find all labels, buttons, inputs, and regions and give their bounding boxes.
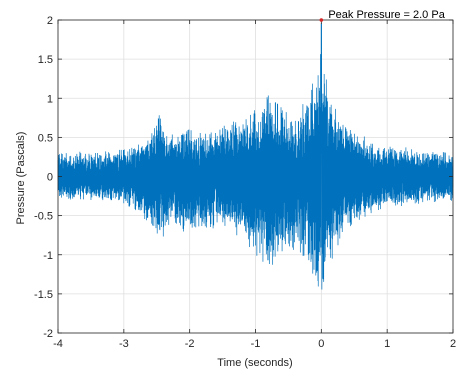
y-tick-label: 0.5	[38, 132, 53, 144]
y-tick-label: -1.5	[34, 289, 53, 301]
tick-labels: -4 -3 -2 -1 0 1 2 -2 -1.5 -1 -0.5 0 0.5 1 1.5 2	[34, 15, 456, 350]
y-tick-label: 2	[47, 15, 53, 27]
peak-annotation: Peak Pressure = 2.0 Pa	[328, 9, 445, 21]
y-axis-label: Pressure (Pascals)	[15, 132, 27, 225]
peak-marker	[319, 18, 324, 22]
pressure-signal-line	[57, 23, 454, 290]
y-tick-label: 1.5	[38, 54, 53, 66]
y-tick-label: -2	[43, 328, 53, 340]
x-tick-label: 2	[450, 338, 456, 350]
x-tick-label: 0	[318, 338, 324, 350]
axes	[57, 19, 454, 334]
y-tick-label: 1	[47, 93, 53, 105]
annotations: Peak Pressure = 2.0 Pa	[319, 9, 446, 22]
y-tick-label: 0	[47, 172, 53, 184]
y-tick-label: -1	[43, 250, 53, 262]
x-tick-label: -4	[53, 338, 63, 350]
y-tick-label: -0.5	[34, 211, 53, 223]
x-tick-label: -1	[251, 338, 261, 350]
x-tick-label: 1	[384, 338, 390, 350]
x-axis-label: Time (seconds)	[217, 357, 292, 369]
x-tick-label: -3	[119, 338, 129, 350]
series-pressure	[57, 23, 454, 290]
x-tick-label: -2	[185, 338, 195, 350]
